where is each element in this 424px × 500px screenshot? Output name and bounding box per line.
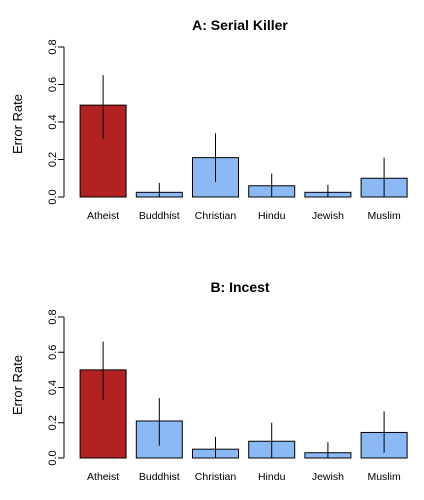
- category-label-atheist: Atheist: [87, 471, 119, 483]
- category-label-hindu: Hindu: [258, 210, 286, 222]
- y-tick-label: 0.0: [47, 189, 59, 204]
- category-label-christian: Christian: [195, 210, 237, 222]
- y-tick-label: 0.0: [47, 450, 59, 465]
- y-axis-label: Error Rate: [10, 94, 25, 154]
- category-label-muslim: Muslim: [367, 210, 401, 222]
- category-label-muslim: Muslim: [367, 471, 401, 483]
- y-tick-label: 0.6: [47, 345, 59, 360]
- panel-a-serial-killer: A: Serial Killer Error Rate 0.0 0.2 0.4 0.6…: [10, 17, 408, 222]
- y-tick-label: 0.8: [47, 39, 59, 54]
- category-label-buddhist: Buddhist: [139, 471, 180, 483]
- y-tick-label: 0.4: [47, 380, 59, 395]
- chart-title: B: Incest: [210, 279, 269, 295]
- category-label-christian: Christian: [195, 471, 237, 483]
- y-tick-label: 0.8: [47, 309, 59, 324]
- category-label-buddhist: Buddhist: [139, 210, 180, 222]
- category-label-jewish: Jewish: [312, 210, 344, 222]
- category-label-atheist: Atheist: [87, 210, 119, 222]
- y-tick-label: 0.2: [47, 152, 59, 167]
- y-axis-label: Error Rate: [10, 355, 25, 415]
- category-label-jewish: Jewish: [312, 471, 344, 483]
- chart-title: A: Serial Killer: [192, 17, 288, 33]
- y-tick-label: 0.6: [47, 77, 59, 92]
- panel-b-incest: B: Incest Error Rate 0.0 0.2 0.4 0.6 0.8 Athe…: [10, 279, 408, 483]
- category-label-hindu: Hindu: [258, 471, 286, 483]
- y-tick-label: 0.4: [47, 114, 59, 129]
- bar-atheist: [79, 369, 127, 459]
- y-tick-label: 0.2: [47, 415, 59, 430]
